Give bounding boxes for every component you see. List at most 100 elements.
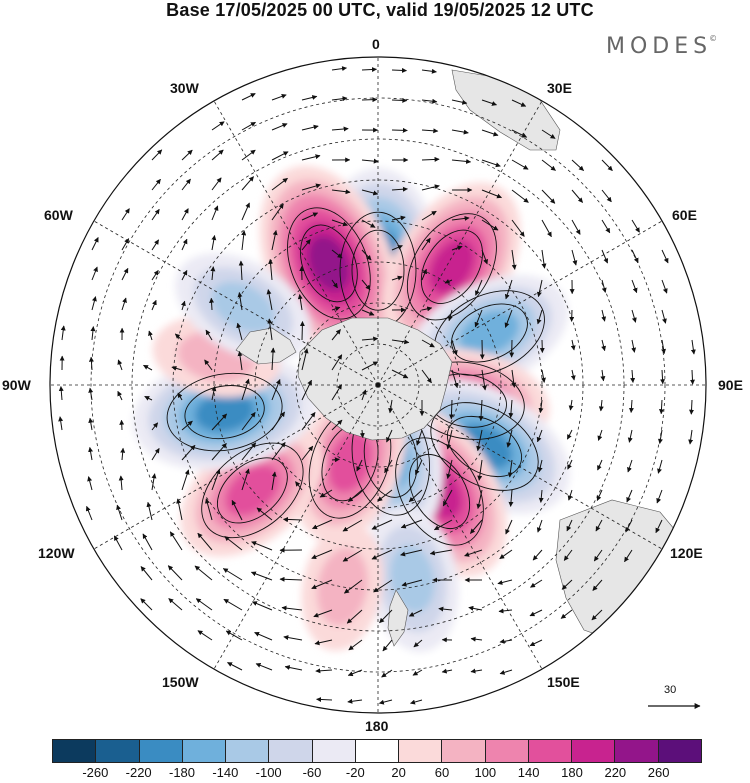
wind-vector <box>532 549 543 561</box>
wind-vector <box>121 267 129 281</box>
wind-vector <box>271 441 286 461</box>
wind-vector <box>168 598 183 611</box>
wind-vector <box>118 475 124 491</box>
wind-vector <box>87 476 93 491</box>
wind-vector <box>391 339 410 345</box>
lon-label-150e: 150E <box>547 674 580 690</box>
wind-vector <box>596 489 603 502</box>
wind-vector <box>194 565 213 581</box>
wind-vector <box>391 97 408 103</box>
wind-vector <box>570 339 576 351</box>
wind-vector <box>481 99 497 106</box>
wind-vector <box>361 361 379 371</box>
colorbar-tick-label: -140 <box>212 765 239 780</box>
wind-vector <box>211 235 217 251</box>
colorbar-tick-label: -220 <box>125 765 152 780</box>
wind-vector <box>412 669 423 676</box>
wind-vector <box>511 249 517 270</box>
wind-vector <box>211 205 219 221</box>
wind-vector <box>601 189 612 203</box>
wind-vector <box>359 429 365 439</box>
wind-vector <box>361 389 367 401</box>
wind-vector <box>421 184 440 191</box>
colorbar-tick-label: -100 <box>255 765 282 780</box>
lon-label-120w: 120W <box>38 545 75 561</box>
wind-vector <box>499 549 513 560</box>
lon-label-30e: 30E <box>547 80 572 96</box>
wind-vector <box>151 299 157 311</box>
wind-vector <box>477 459 483 481</box>
wind-vector <box>475 279 483 296</box>
wind-vector <box>506 429 513 448</box>
colorbar-cell <box>572 740 616 762</box>
wind-vector <box>481 219 499 231</box>
wind-vector <box>497 579 513 585</box>
wind-vector <box>315 668 333 674</box>
wind-vector <box>444 278 453 284</box>
wind-vector <box>342 519 363 532</box>
meridian-line <box>377 384 543 670</box>
colorbar-cell <box>96 740 140 762</box>
wind-vector <box>211 177 222 191</box>
wind-vector <box>116 504 123 521</box>
wind-vector <box>211 413 227 431</box>
wind-vector <box>348 489 363 502</box>
height-contour-line <box>300 224 358 303</box>
wind-vector <box>88 387 94 401</box>
wind-vector <box>601 339 607 352</box>
wind-vector <box>566 519 573 532</box>
wind-vector <box>561 579 573 590</box>
wind-vector <box>391 215 406 221</box>
wind-vector <box>169 531 183 551</box>
wind-vector <box>511 129 528 138</box>
anomaly-contour <box>225 465 280 516</box>
wind-vector <box>236 322 243 341</box>
wind-vector <box>91 266 98 281</box>
anomaly-contour <box>316 548 368 626</box>
wind-vector <box>373 579 393 593</box>
wind-vector <box>331 189 351 195</box>
wind-vector <box>593 549 603 562</box>
wind-vector <box>536 429 543 443</box>
wind-vector <box>143 364 153 371</box>
wind-vector <box>301 445 314 461</box>
wind-vector <box>251 601 273 611</box>
reference-vector-label: 30 <box>664 684 677 696</box>
wind-vector <box>377 489 393 502</box>
wind-vector <box>237 292 243 311</box>
wind-vector <box>224 536 243 551</box>
wind-vector <box>630 369 636 383</box>
wind-vector <box>311 579 333 590</box>
wind-vector <box>195 598 213 611</box>
colorbar-cell <box>139 740 183 762</box>
wind-vector <box>464 549 483 557</box>
wind-vector <box>478 399 484 422</box>
wind-vector <box>416 429 423 446</box>
wind-vector <box>538 489 544 503</box>
wind-vector <box>538 399 544 414</box>
wind-vector <box>391 127 408 133</box>
colorbar-cell <box>269 740 313 762</box>
wind-vector <box>601 309 607 322</box>
wind-vectors <box>58 66 696 705</box>
latitude-circle <box>90 97 666 673</box>
wind-vector <box>151 447 160 461</box>
wind-vector <box>661 339 667 354</box>
wind-vector <box>601 279 607 293</box>
colorbar-tick-label: 180 <box>561 765 583 780</box>
colorbar-tick-label: -180 <box>168 765 196 780</box>
wind-vector <box>451 215 470 221</box>
lon-label-120e: 120E <box>670 545 703 561</box>
wind-vector <box>121 238 130 251</box>
wind-vector <box>311 549 333 559</box>
wind-vector <box>391 369 409 379</box>
lon-label-180: 180 <box>365 718 389 734</box>
wind-vector <box>181 270 188 281</box>
colorbar-cell <box>355 740 400 762</box>
wind-vector <box>507 459 513 478</box>
wind-vector <box>316 697 333 703</box>
wind-vector <box>536 279 543 298</box>
wind-vector <box>567 459 573 470</box>
wind-vector <box>312 519 333 530</box>
lon-label-150w: 150W <box>162 674 199 690</box>
